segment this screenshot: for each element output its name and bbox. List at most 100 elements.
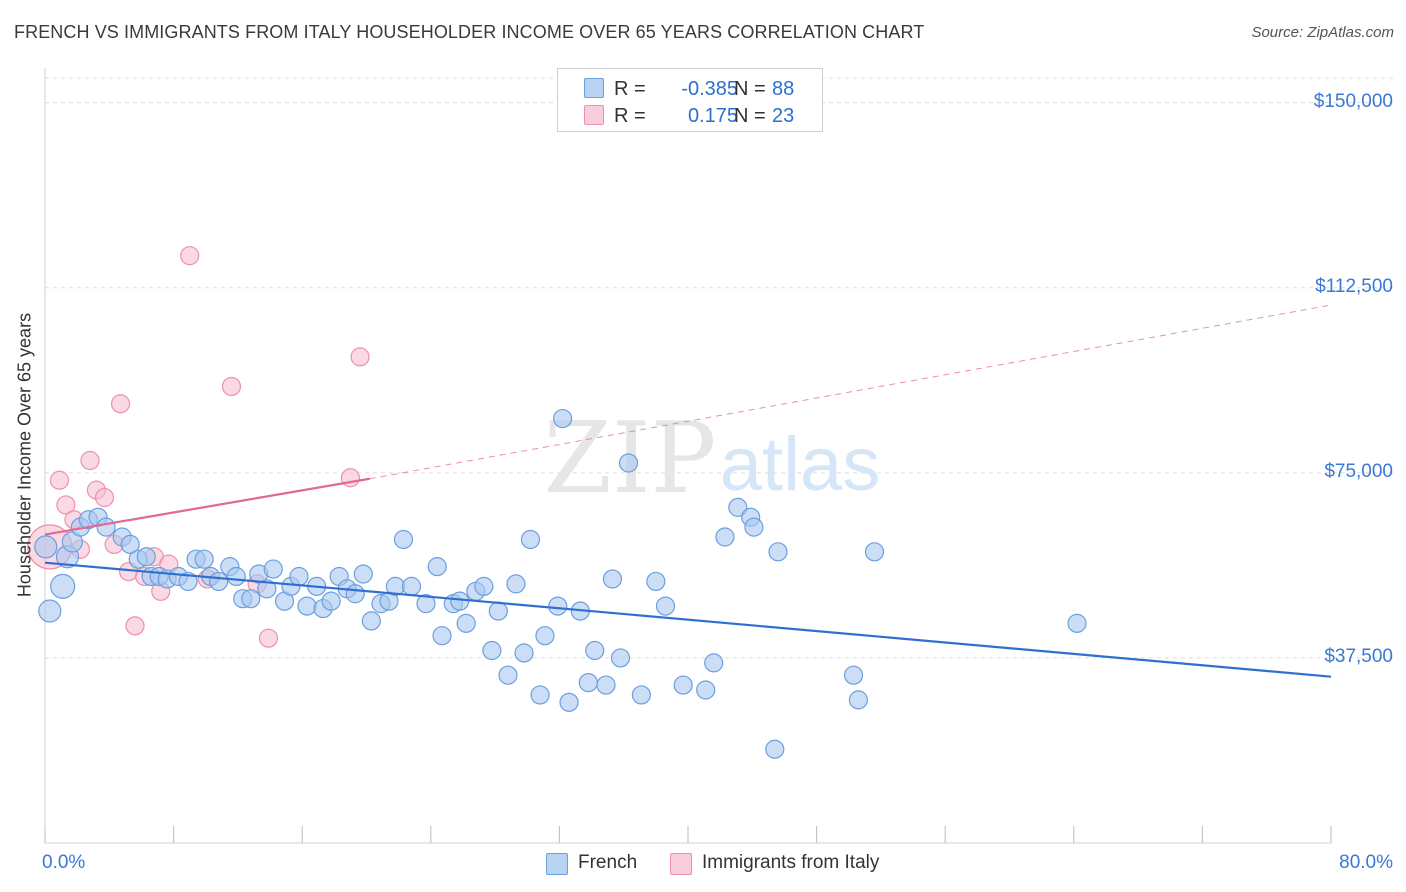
italy-point bbox=[180, 246, 200, 266]
french-point bbox=[548, 596, 568, 616]
french-point bbox=[136, 547, 156, 567]
french-point bbox=[482, 640, 502, 661]
french-point bbox=[559, 692, 579, 712]
french-point bbox=[263, 559, 283, 579]
legend-n-label: N = bbox=[734, 105, 766, 127]
data-points bbox=[27, 246, 1087, 759]
italy-point bbox=[350, 347, 370, 367]
french-point bbox=[744, 517, 764, 537]
legend-n-label: N = bbox=[734, 78, 766, 100]
french-point bbox=[848, 690, 868, 710]
italy-point bbox=[258, 628, 279, 648]
bottom-legend-french-label: French bbox=[578, 852, 638, 873]
french-point bbox=[768, 542, 788, 562]
source-label: Source: ZipAtlas.com bbox=[1251, 24, 1394, 41]
french-point bbox=[696, 680, 716, 700]
italy-swatch-icon bbox=[584, 105, 604, 125]
french-point bbox=[646, 571, 666, 592]
y-tick-label: $112,500 bbox=[1315, 275, 1393, 297]
french-point bbox=[715, 527, 735, 547]
y-axis-label: Householder Income Over 65 years bbox=[14, 312, 35, 598]
italy-point bbox=[221, 376, 242, 397]
trend-lines bbox=[44, 304, 1332, 678]
french-point bbox=[226, 566, 246, 587]
french-point bbox=[530, 685, 550, 705]
french-point bbox=[535, 626, 555, 646]
french-point bbox=[50, 573, 76, 599]
french-swatch-icon bbox=[546, 853, 568, 875]
italy-trend-extension bbox=[369, 304, 1332, 480]
italy-point bbox=[125, 616, 145, 636]
legend-r-label: R = bbox=[614, 105, 646, 127]
y-tick-label: $75,000 bbox=[1324, 460, 1393, 482]
gridlines bbox=[45, 77, 1395, 659]
french-point bbox=[602, 569, 623, 589]
french-point bbox=[353, 564, 373, 584]
french-point bbox=[178, 571, 198, 592]
italy-point bbox=[110, 394, 131, 414]
legend: R = -0.385 N = 88 R = 0.175 N = 23 bbox=[557, 68, 823, 132]
french-point bbox=[704, 653, 724, 673]
legend-french-n: 88 bbox=[772, 78, 795, 100]
french-point bbox=[38, 599, 62, 623]
french-point bbox=[520, 529, 541, 550]
y-tick-label: $37,500 bbox=[1324, 645, 1393, 667]
french-point bbox=[728, 497, 748, 517]
french-swatch-icon bbox=[584, 78, 604, 98]
french-point bbox=[553, 408, 573, 429]
french-point bbox=[257, 579, 277, 599]
french-point bbox=[241, 589, 261, 609]
french-point bbox=[401, 576, 422, 596]
french-point bbox=[345, 584, 365, 604]
french-point bbox=[655, 596, 676, 616]
french-point bbox=[474, 576, 494, 596]
y-tick-label: $150,000 bbox=[1313, 90, 1393, 112]
french-point bbox=[289, 566, 309, 587]
french-point bbox=[514, 643, 534, 663]
italy-point bbox=[49, 470, 70, 490]
legend-r-label: R = bbox=[614, 78, 646, 100]
italy-point bbox=[56, 495, 76, 515]
legend-french-r: -0.385 bbox=[681, 78, 738, 100]
french-point bbox=[120, 534, 140, 555]
french-point bbox=[427, 557, 447, 577]
french-point bbox=[456, 613, 476, 633]
italy-swatch-icon bbox=[670, 853, 692, 875]
french-point bbox=[416, 594, 436, 614]
french-point bbox=[96, 517, 116, 537]
french-point bbox=[506, 574, 526, 594]
legend-italy-n: 23 bbox=[772, 105, 795, 127]
chart-title: FRENCH VS IMMIGRANTS FROM ITALY HOUSEHOL… bbox=[14, 22, 925, 42]
legend-italy-r: 0.175 bbox=[687, 105, 738, 127]
french-point bbox=[631, 685, 651, 705]
x-tick-max: 80.0% bbox=[1339, 852, 1393, 873]
french-point bbox=[610, 648, 631, 668]
french-point bbox=[618, 453, 639, 473]
french-point bbox=[393, 529, 414, 550]
french-point bbox=[34, 535, 58, 559]
french-point bbox=[578, 672, 598, 693]
french-point bbox=[432, 626, 452, 646]
french-point bbox=[765, 739, 785, 759]
french-point bbox=[361, 611, 381, 631]
italy-point bbox=[94, 487, 115, 508]
french-point bbox=[1067, 613, 1087, 633]
french-point bbox=[488, 601, 508, 621]
french-trend-line bbox=[44, 561, 1332, 678]
french-point bbox=[297, 596, 317, 616]
french-point bbox=[209, 571, 229, 592]
axes bbox=[44, 68, 1332, 844]
french-point bbox=[673, 675, 693, 695]
french-point bbox=[450, 591, 470, 611]
italy-trend-line bbox=[44, 477, 370, 536]
french-point bbox=[321, 591, 341, 611]
french-point bbox=[585, 640, 605, 661]
french-point bbox=[864, 542, 885, 562]
french-point bbox=[194, 549, 214, 569]
italy-point bbox=[80, 450, 100, 471]
french-point bbox=[498, 665, 518, 685]
french-point bbox=[596, 675, 616, 695]
watermark-atlas: atlas bbox=[720, 422, 881, 507]
bottom-legend-italy-label: Immigrants from Italy bbox=[702, 852, 880, 873]
